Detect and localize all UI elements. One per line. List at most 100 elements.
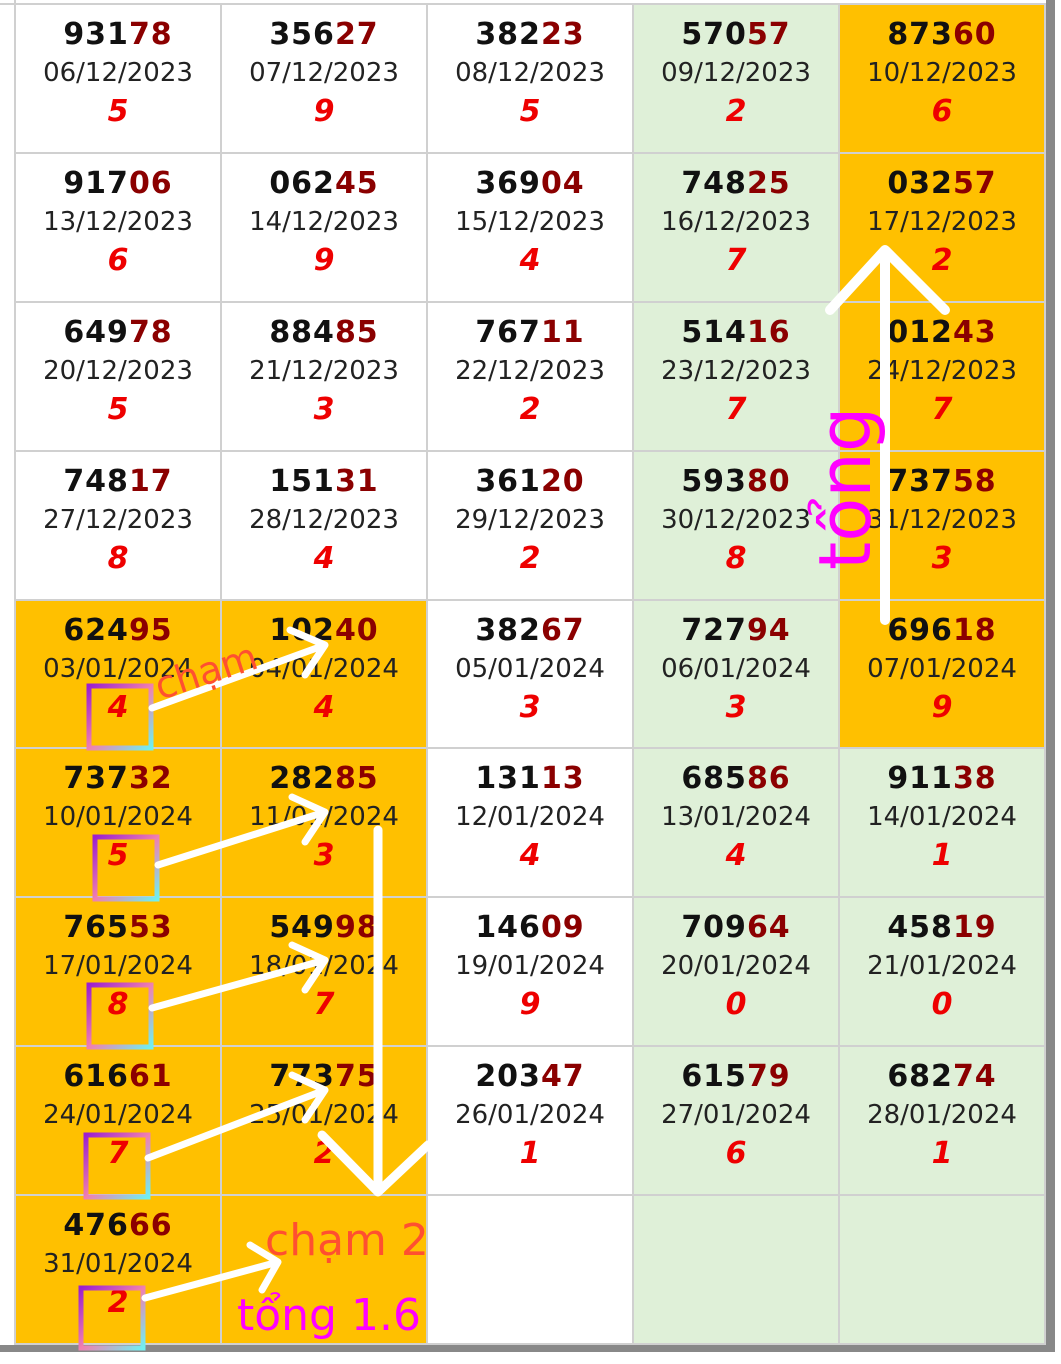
result-sum: 9	[313, 94, 335, 129]
result-sum: 6	[107, 242, 129, 278]
number-tail: 04	[540, 165, 585, 201]
result-cell: 64978 20/12/2023 5	[16, 302, 222, 452]
number-tail: 94	[746, 612, 791, 648]
number-tail: 80	[746, 463, 791, 499]
number-head: 062	[269, 165, 335, 201]
result-number: 69618	[840, 613, 1044, 648]
result-number: 61579	[634, 1059, 838, 1094]
result-cell: 01243 24/12/2023 7	[840, 302, 1046, 452]
result-date: 13/01/2024	[661, 802, 811, 833]
number-tail: 17	[128, 463, 173, 499]
result-number: 73758	[840, 464, 1044, 499]
result-sum: 2	[519, 391, 541, 427]
number-head: 146	[475, 910, 541, 946]
number-head: 709	[681, 910, 747, 946]
number-tail: 18	[952, 612, 997, 648]
result-number: 03257	[840, 166, 1044, 201]
number-head: 765	[63, 910, 129, 946]
result-date: 28/01/2024	[867, 1100, 1017, 1131]
result-date: 07/01/2024	[867, 653, 1017, 684]
result-date: 30/12/2023	[661, 504, 811, 535]
number-tail: 32	[128, 761, 173, 797]
cham-label: chạm	[149, 634, 263, 708]
number-head: 696	[887, 612, 953, 648]
result-date: 09/12/2023	[661, 58, 811, 88]
number-tail: 98	[334, 910, 379, 946]
number-head: 615	[681, 1059, 747, 1095]
result-cell: 62495 03/01/2024 4	[16, 600, 222, 750]
number-head: 931	[63, 17, 129, 52]
result-cell: 10240 04/01/2024 4	[222, 600, 428, 750]
number-tail: 58	[952, 463, 997, 499]
result-sum: 4	[725, 838, 747, 874]
result-sum: 1	[931, 1136, 953, 1172]
result-sum: 7	[313, 987, 335, 1023]
result-number: 91706	[16, 166, 220, 201]
result-cell: 70964 20/01/2024 0	[634, 898, 840, 1048]
result-date: 20/12/2023	[43, 355, 193, 386]
result-date: 05/01/2024	[455, 653, 605, 684]
highlight-boxes	[78, 683, 160, 1351]
result-date: 31/01/2024	[43, 1249, 193, 1280]
result-number: 93178	[16, 17, 220, 52]
number-tail: 53	[128, 910, 173, 946]
result-date: 04/01/2024	[249, 653, 399, 684]
result-number: 57057	[634, 17, 838, 52]
result-date: 10/01/2024	[43, 802, 193, 833]
result-sum: 5	[519, 94, 541, 129]
number-tail: 25	[746, 165, 791, 201]
result-cell: 36904 15/12/2023 4	[428, 153, 634, 303]
result-sum: 4	[313, 689, 335, 725]
number-tail: 20	[540, 463, 585, 499]
number-head: 514	[681, 314, 747, 350]
result-sum: 5	[107, 94, 129, 129]
result-cell: 06245 14/12/2023 9	[222, 153, 428, 303]
number-head: 767	[475, 314, 541, 350]
result-cell: 74825 16/12/2023 7	[634, 153, 840, 303]
result-number: 51416	[634, 315, 838, 350]
result-sum: 5	[107, 391, 129, 427]
number-tail: 38	[952, 761, 997, 797]
result-cell: 36120 29/12/2023 2	[428, 451, 634, 601]
result-number: 13113	[428, 761, 632, 796]
result-cell: 68586 13/01/2024 4	[634, 749, 840, 899]
result-date: 21/01/2024	[867, 951, 1017, 982]
result-cell: 59380 30/12/2023 8	[634, 451, 840, 601]
result-sum: 2	[931, 242, 953, 278]
result-date: 26/01/2024	[455, 1100, 605, 1131]
result-number: 62495	[16, 613, 220, 648]
result-date: 22/12/2023	[455, 355, 605, 386]
result-number: 59380	[634, 464, 838, 499]
number-tail: 85	[334, 314, 379, 350]
result-number: 70964	[634, 910, 838, 945]
number-tail: 57	[746, 17, 791, 52]
result-date: 20/01/2024	[661, 951, 811, 982]
result-number: 76711	[428, 315, 632, 350]
number-tail: 27	[334, 17, 379, 52]
result-sum: 9	[931, 689, 953, 725]
number-tail: 43	[952, 314, 997, 350]
number-tail: 19	[952, 910, 997, 946]
result-sum: 6	[725, 1136, 747, 1172]
result-cell: 38267 05/01/2024 3	[428, 600, 634, 750]
number-tail: 60	[952, 17, 997, 52]
result-cell: 35627 07/12/2023 9	[222, 5, 428, 154]
result-sum: 8	[725, 540, 747, 576]
scrollbar-right[interactable]	[1046, 0, 1055, 1352]
number-head: 356	[269, 17, 335, 52]
result-sum: 6	[931, 94, 953, 129]
result-date: 24/01/2024	[43, 1100, 193, 1131]
result-date: 14/01/2024	[867, 802, 1017, 833]
result-sum: 8	[107, 540, 129, 576]
number-head: 873	[887, 17, 953, 52]
scrollbar-bottom[interactable]	[0, 1345, 1055, 1352]
number-head: 361	[475, 463, 541, 499]
result-date: 06/12/2023	[43, 58, 193, 88]
result-number: 14609	[428, 910, 632, 945]
result-number: 87360	[840, 17, 1044, 52]
result-date: 21/12/2023	[249, 355, 399, 386]
result-cell: 73758 31/12/2023 3	[840, 451, 1046, 601]
result-sum: 5	[107, 838, 129, 874]
result-cell: 13113 12/01/2024 4	[428, 749, 634, 899]
result-number: 91138	[840, 761, 1044, 796]
